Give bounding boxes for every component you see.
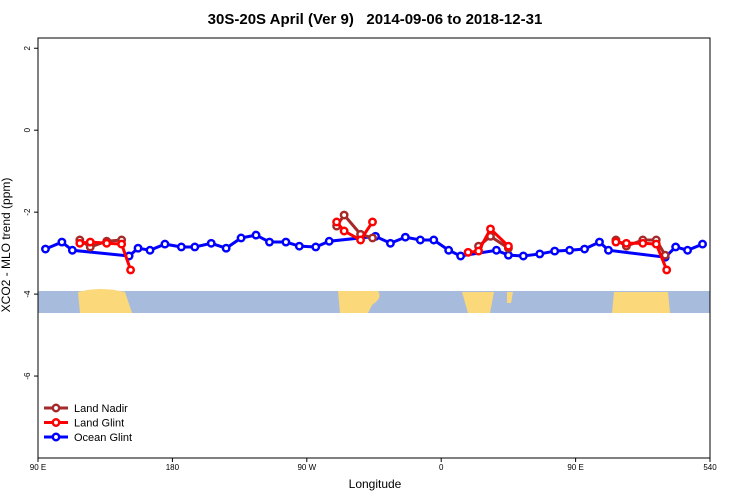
data-point: [595, 237, 604, 247]
data-point: [251, 230, 261, 240]
data-point: [160, 239, 170, 249]
x-tick-label: 540: [703, 463, 717, 472]
data-point: [176, 242, 186, 252]
data-point: [324, 236, 334, 246]
data-point: [356, 235, 366, 245]
data-point: [221, 243, 231, 253]
legend-marker: [51, 432, 61, 442]
data-point: [85, 237, 95, 247]
data-point: [503, 250, 513, 260]
data-point: [339, 226, 349, 236]
y-tick-label: 2: [23, 45, 32, 50]
data-point: [265, 237, 274, 247]
data-point: [190, 242, 200, 252]
data-point: [281, 237, 291, 247]
map-strip: [38, 289, 710, 313]
data-point: [611, 237, 621, 247]
x-tick-label: 0: [439, 463, 444, 472]
data-point: [651, 239, 661, 249]
data-point: [604, 245, 613, 255]
data-point: [311, 242, 321, 252]
data-point: [41, 244, 50, 254]
y-tick-label: 0: [23, 127, 32, 132]
legend-label: Ocean Glint: [74, 432, 132, 444]
y-tick-label: -2: [23, 208, 32, 216]
data-point: [415, 235, 425, 245]
x-tick-label: 90 W: [297, 463, 316, 472]
y-tick-label: -4: [23, 290, 32, 298]
data-point: [580, 244, 590, 254]
data-point: [57, 237, 67, 247]
data-point: [638, 238, 648, 248]
x-tick-label: 180: [166, 463, 180, 472]
data-point: [456, 251, 466, 261]
data-point: [368, 233, 377, 243]
data-point: [492, 245, 501, 255]
data-point: [662, 265, 672, 275]
legend-label: Land Nadir: [74, 403, 128, 415]
data-point: [339, 210, 349, 220]
x-tick-label: 90 E: [30, 463, 46, 472]
data-point: [75, 238, 85, 248]
data-point: [565, 245, 575, 255]
data-point: [400, 232, 410, 242]
data-point: [332, 217, 342, 227]
data-point: [117, 239, 127, 249]
data-point: [486, 224, 495, 234]
data-point: [518, 251, 528, 261]
data-point: [683, 245, 693, 255]
data-point: [550, 246, 560, 256]
data-point: [206, 238, 216, 248]
data-point: [102, 238, 112, 248]
data-point: [385, 238, 395, 248]
data-point: [294, 241, 304, 251]
data-point: [126, 265, 136, 275]
data-point: [621, 238, 631, 248]
data-point: [463, 247, 473, 257]
data-point: [671, 242, 681, 252]
x-axis-label: Longitude: [349, 477, 402, 491]
data-point: [429, 235, 439, 245]
data-point: [145, 245, 155, 255]
legend-label: Land Glint: [74, 418, 124, 430]
plot-frame: [37, 37, 711, 459]
x-tick-label: 90 E: [567, 463, 583, 472]
legend-marker: [51, 418, 61, 427]
data-point: [133, 243, 143, 253]
y-tick-label: -6: [23, 372, 32, 380]
data-point: [503, 241, 513, 251]
y-axis-label: XCO2 - MLO trend (ppm): [0, 178, 13, 313]
data-point: [67, 245, 77, 255]
data-point: [368, 217, 377, 227]
data-point: [474, 246, 483, 256]
data-point: [236, 233, 246, 243]
data-point: [535, 249, 545, 259]
data-point: [698, 239, 707, 249]
data-point: [444, 245, 454, 255]
chart-title: 30S-20S April (Ver 9) 2014-09-06 to 2018…: [208, 11, 543, 28]
legend-marker: [51, 403, 61, 413]
